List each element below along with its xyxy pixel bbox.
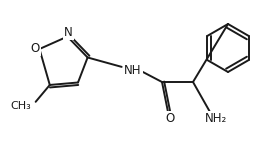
Text: NH₂: NH₂ [205, 112, 227, 126]
Text: O: O [165, 112, 175, 126]
Text: CH₃: CH₃ [10, 101, 31, 111]
Text: NH: NH [124, 63, 142, 76]
Text: O: O [31, 42, 40, 54]
Text: N: N [64, 26, 73, 39]
